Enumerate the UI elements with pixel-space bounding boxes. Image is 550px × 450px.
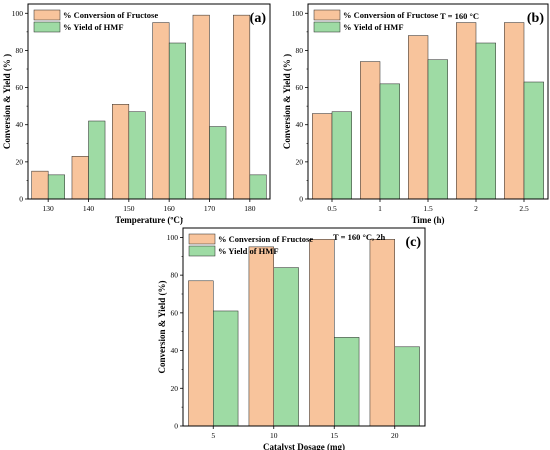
yield-bar [523,81,544,200]
plot-frame [27,3,271,200]
y-tick-label: 80 [171,271,179,280]
legend-swatch-conversion [313,9,341,21]
condition-note: T = 160 °C, 2h [333,232,386,242]
x-tick-label: 5 [211,431,215,440]
legend-label: % Yield of HMF [218,246,279,256]
legend-label: % Conversion of Fructose [218,234,313,244]
legend-label: % Conversion of Fructose [343,10,438,20]
panel-1: 0.5 1 1.5 2 2.5 0 20 40 60 80 100 Time (h) Conversio… [282,3,549,225]
y-tick-label: 40 [171,346,179,355]
conversion-bar [188,280,214,427]
conversion-bar [504,22,525,200]
y-tick-label: 0 [299,195,303,204]
panel-letter: (a) [250,11,267,26]
conversion-bar [71,156,89,200]
x-tick-label: 1.5 [423,204,433,213]
x-axis-label: Time (h) [411,215,444,225]
y-tick-label: 40 [16,120,24,129]
panel-letter: (b) [527,11,544,26]
y-tick-label: 0 [174,422,178,431]
panel-letter: (c) [405,235,421,250]
x-tick-label: 2 [474,204,478,213]
yield-bar [334,337,360,427]
y-tick-label: 20 [16,157,24,166]
y-tick-label: 80 [16,46,24,55]
x-tick-label: 20 [391,431,399,440]
yield-bar [128,111,146,200]
legend-swatch-conversion [188,233,216,245]
yield-bar [273,267,299,427]
y-axis-label: Conversion & Yield (% ) [2,54,12,149]
x-tick-label: 180 [244,204,256,213]
legend-label: % Yield of HMF [343,22,404,32]
x-tick-label: 130 [43,204,55,213]
yield-bar [427,59,448,200]
conversion-bar [192,14,210,200]
x-tick-label: 150 [123,204,135,213]
conversion-bar [408,35,429,200]
conversion-bar [309,239,335,427]
yield-bar [47,174,65,200]
legend-label: % Conversion of Fructose [63,10,158,20]
x-tick-label: 160 [164,204,176,213]
yield-bar [249,174,267,200]
y-tick-label: 60 [296,83,304,92]
y-axis-label: Conversion & Yield (% ) [282,54,292,149]
conversion-bar [312,113,333,200]
conversion-bar [152,22,170,200]
x-axis-label: Temperature (ºC) [115,215,183,225]
y-tick-label: 100 [12,9,24,18]
yield-bar [168,42,186,200]
legend-label: % Yield of HMF [63,22,124,32]
plot-frame [307,3,549,200]
x-tick-label: 140 [83,204,95,213]
y-tick-label: 60 [16,83,24,92]
y-tick-label: 80 [296,46,304,55]
conversion-bar [360,61,381,200]
x-axis-label: Catalyst Dosage (mg) [263,442,345,450]
x-tick-label: 2.5 [519,204,529,213]
conversion-bar [112,104,130,200]
conversion-bar [31,170,49,200]
plot-frame [182,227,426,427]
legend-swatch-yield [188,245,216,257]
y-tick-label: 100 [292,9,304,18]
x-tick-label: 0.5 [327,204,337,213]
conversion-bar [456,22,477,200]
yield-bar [88,120,106,200]
conversion-bar [248,246,275,427]
y-tick-label: 20 [296,157,304,166]
legend-swatch-yield [33,21,61,33]
x-tick-label: 170 [204,204,216,213]
condition-note: T = 160 °C [440,11,479,21]
conversion-bar [233,14,251,200]
y-tick-label: 100 [167,233,179,242]
yield-bar [394,346,420,427]
x-tick-label: 10 [270,431,278,440]
y-tick-label: 0 [19,195,23,204]
legend-swatch-conversion [33,9,61,21]
y-tick-label: 20 [171,384,179,393]
panel-2: 5 10 15 20 0 20 40 60 80 100 Catalyst Dosage (mg) C… [157,218,426,450]
x-tick-label: 1 [378,204,382,213]
yield-bar [331,111,352,200]
conversion-bar [369,239,396,427]
yield-bar [209,126,227,200]
legend-swatch-yield [313,21,341,33]
y-tick-label: 40 [296,120,304,129]
panel-0: 130 140 150 160 170 180 0 20 40 60 80 100 Temperatur… [2,3,271,225]
x-tick-label: 15 [331,431,339,440]
y-axis-label: Conversion & Yield (%) [157,280,167,373]
yield-bar [379,83,400,200]
y-tick-label: 60 [171,308,179,317]
yield-bar [475,42,496,200]
yield-bar [213,310,239,427]
